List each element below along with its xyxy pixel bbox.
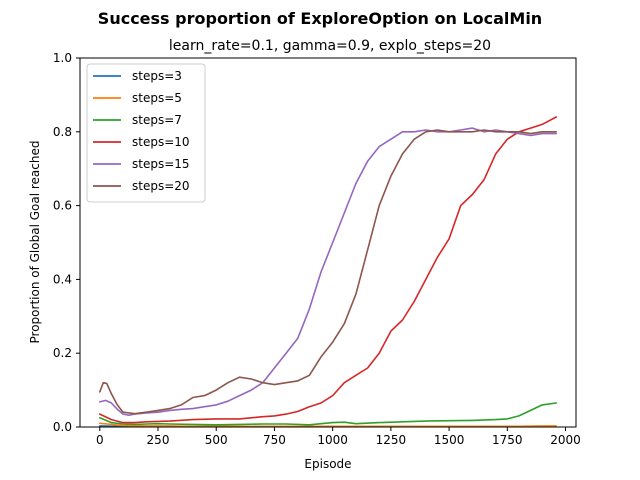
plot-frame [79,57,577,428]
y-tick-label: 0.2 [53,346,72,360]
series-line-steps-5 [99,422,558,427]
legend-label: steps=7 [132,113,182,127]
x-tick-label: 500 [205,433,228,447]
legend-label: steps=20 [132,179,190,193]
y-axis-label: Proportion of Global Goal reached [28,141,42,344]
x-tick-label: 2000 [550,433,581,447]
x-tick-label: 1250 [376,433,407,447]
y-tick-label: 0.0 [53,420,72,434]
y-tick-label: 0.6 [53,199,72,213]
legend-label: steps=3 [132,69,182,83]
legend-label: steps=5 [132,91,182,105]
x-tick-label: 750 [263,433,286,447]
x-axis-label: Episode [304,457,351,471]
legend-label: steps=15 [132,157,190,171]
chart-subtitle: learn_rate=0.1, gamma=0.9, explo_steps=2… [169,38,491,54]
legend: steps=3 steps=5 steps=7 steps=10 steps=15 ste… [86,63,206,203]
x-tick-label: 1750 [492,433,523,447]
x-tick-label: 0 [96,433,104,447]
x-tick-label: 250 [147,433,170,447]
plot-area: 0 250 500 750 1000 1250 1500 1750 2000 0.0 0.2 0.4 0… [53,51,581,447]
series-line-steps-10 [99,116,558,424]
y-tick-label: 1.0 [53,51,72,65]
y-tick-label: 0.8 [53,125,72,139]
y-tick-label: 0.4 [53,272,72,286]
series-line-steps-20 [99,129,558,415]
legend-label: steps=10 [132,135,190,149]
x-tick-label: 1500 [434,433,465,447]
chart-title: Success proportion of ExploreOption on L… [98,9,542,28]
series-line-steps-7 [99,402,558,426]
x-tick-label: 1000 [317,433,348,447]
